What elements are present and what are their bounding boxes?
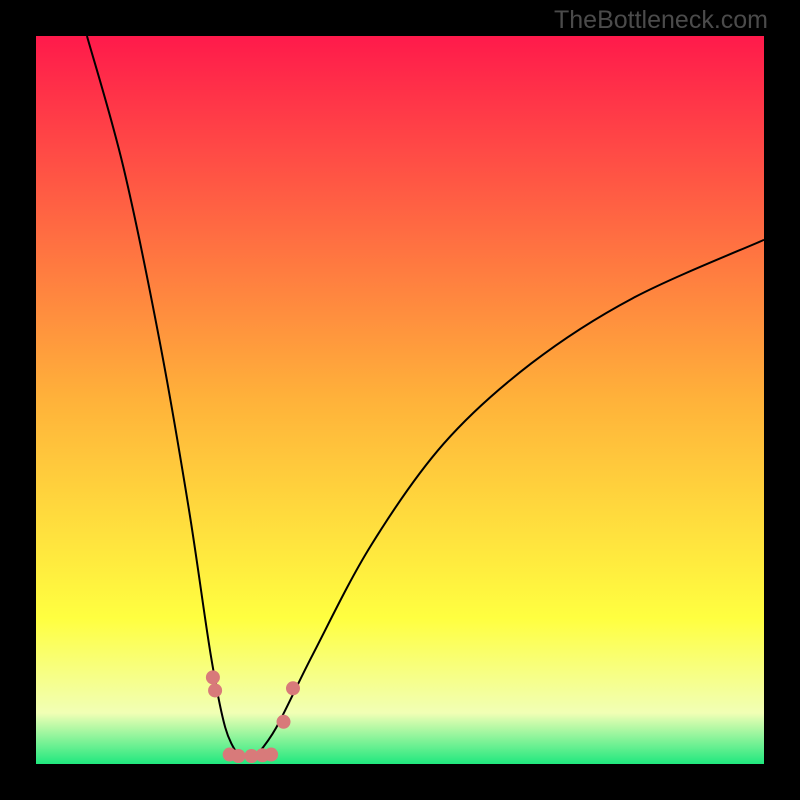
data-marker xyxy=(277,715,291,729)
curve-right xyxy=(254,240,764,758)
chart-overlay xyxy=(0,0,800,800)
curve-left xyxy=(87,36,240,758)
chart-frame: TheBottleneck.com xyxy=(0,0,800,800)
data-marker xyxy=(206,670,220,684)
data-marker xyxy=(286,681,300,695)
data-marker xyxy=(231,749,245,763)
data-marker xyxy=(264,748,278,762)
watermark-text: TheBottleneck.com xyxy=(554,6,768,35)
data-marker xyxy=(208,683,222,697)
